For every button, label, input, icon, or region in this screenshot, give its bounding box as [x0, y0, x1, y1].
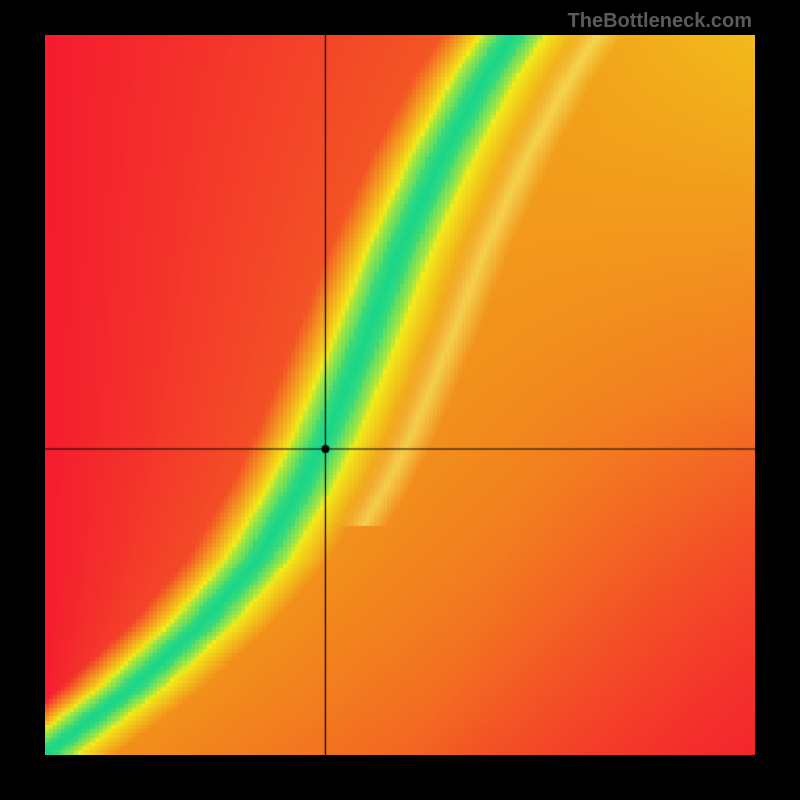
heatmap-canvas — [45, 35, 755, 755]
chart-container: TheBottleneck.com — [0, 0, 800, 800]
watermark-text: TheBottleneck.com — [568, 10, 752, 33]
